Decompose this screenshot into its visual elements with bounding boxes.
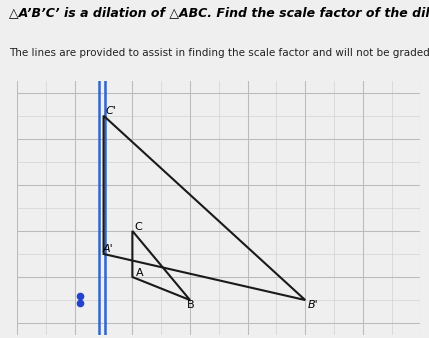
Text: B: B xyxy=(187,300,195,310)
Text: The lines are provided to assist in finding the scale factor and will not be gra: The lines are provided to assist in find… xyxy=(9,48,429,58)
Text: C: C xyxy=(135,222,142,232)
Text: A: A xyxy=(136,268,143,278)
Text: C': C' xyxy=(106,106,117,116)
Text: △A’B’C’ is a dilation of △ABC. Find the scale factor of the dilation.: △A’B’C’ is a dilation of △ABC. Find the … xyxy=(9,6,429,19)
Text: B': B' xyxy=(308,300,319,310)
Text: A': A' xyxy=(102,244,113,254)
